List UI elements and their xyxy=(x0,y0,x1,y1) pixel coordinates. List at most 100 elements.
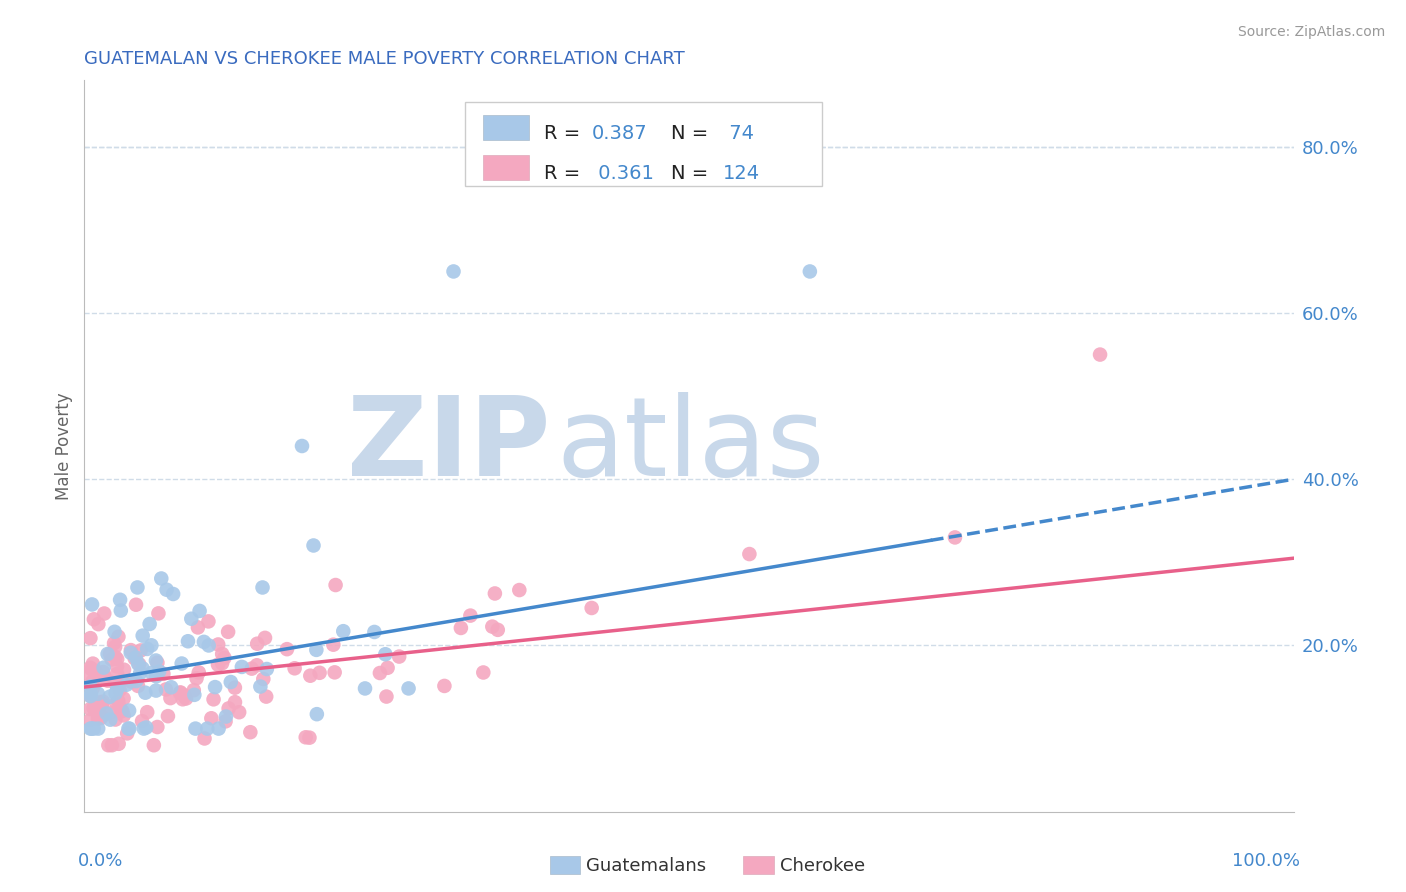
Point xyxy=(98,713,121,727)
Point xyxy=(433,679,456,693)
Point xyxy=(443,264,465,278)
Point xyxy=(112,691,135,706)
Point xyxy=(162,587,184,601)
Point xyxy=(90,711,112,725)
Text: Source: ZipAtlas.com: Source: ZipAtlas.com xyxy=(1237,25,1385,39)
Point xyxy=(145,669,167,683)
Point xyxy=(93,607,115,621)
Point xyxy=(93,670,115,684)
Point xyxy=(141,638,163,652)
Point xyxy=(83,676,105,690)
Point xyxy=(79,689,101,703)
Point xyxy=(98,647,121,661)
Point xyxy=(224,695,246,709)
Point xyxy=(115,726,138,740)
Point xyxy=(129,643,152,657)
Point xyxy=(256,662,278,676)
Point xyxy=(79,631,101,645)
FancyBboxPatch shape xyxy=(484,155,529,180)
Point xyxy=(132,722,155,736)
Point xyxy=(127,581,149,595)
Point xyxy=(388,649,411,664)
Point xyxy=(152,666,174,681)
Point xyxy=(173,689,195,703)
Point xyxy=(138,617,160,632)
Text: 0.387: 0.387 xyxy=(592,124,648,144)
Point xyxy=(305,643,328,657)
Point xyxy=(112,663,135,677)
Point xyxy=(118,722,141,736)
Point xyxy=(254,690,277,704)
Point xyxy=(211,647,233,661)
Point xyxy=(104,650,127,665)
Point xyxy=(246,658,269,673)
Point xyxy=(207,722,229,736)
Text: N =: N = xyxy=(671,164,714,184)
Point xyxy=(105,681,128,696)
Point xyxy=(195,722,218,736)
Point xyxy=(108,675,131,690)
Point xyxy=(172,692,194,706)
Point xyxy=(174,691,197,706)
Point xyxy=(136,641,159,656)
Point xyxy=(294,731,316,745)
Text: 0.0%: 0.0% xyxy=(79,852,124,870)
Point xyxy=(87,617,110,632)
Point xyxy=(97,673,120,688)
Point xyxy=(187,620,209,634)
Point xyxy=(291,439,314,453)
Point xyxy=(79,722,101,736)
Point xyxy=(125,674,148,689)
Point xyxy=(146,656,169,670)
Point xyxy=(111,704,134,718)
Point xyxy=(472,665,495,680)
Point xyxy=(150,572,173,586)
Point xyxy=(87,722,110,736)
Point xyxy=(214,651,236,665)
Point xyxy=(183,688,205,702)
Point xyxy=(197,615,219,629)
Point xyxy=(125,650,148,665)
Point xyxy=(186,671,208,685)
Point xyxy=(377,661,399,675)
Point xyxy=(231,660,253,674)
Point xyxy=(100,706,122,720)
Point xyxy=(160,680,183,694)
Point xyxy=(302,539,325,553)
Text: Cherokee: Cherokee xyxy=(780,857,865,875)
Point xyxy=(184,722,207,736)
Point xyxy=(218,701,240,715)
Point xyxy=(103,636,125,650)
Point xyxy=(86,702,108,716)
Point xyxy=(91,695,114,709)
Point xyxy=(131,714,153,728)
Point xyxy=(943,530,966,544)
Point xyxy=(79,713,101,727)
Point xyxy=(159,691,181,706)
Point xyxy=(105,696,128,710)
Point xyxy=(207,638,229,652)
Point xyxy=(127,657,149,671)
Point xyxy=(79,668,101,682)
Point xyxy=(89,695,111,709)
Point xyxy=(253,631,276,645)
Point xyxy=(97,647,120,661)
Point xyxy=(368,665,391,680)
Point xyxy=(141,665,163,680)
Point xyxy=(93,660,115,674)
Point xyxy=(155,682,177,697)
Point xyxy=(129,665,152,680)
Point xyxy=(177,634,200,648)
Text: 100.0%: 100.0% xyxy=(1232,852,1299,870)
Point xyxy=(200,711,222,725)
Point xyxy=(125,598,148,612)
Point xyxy=(284,661,307,675)
Point xyxy=(118,704,141,718)
Point xyxy=(1088,347,1111,362)
Point xyxy=(107,737,129,751)
Point xyxy=(108,700,131,714)
Point xyxy=(136,705,159,719)
Point xyxy=(249,680,271,694)
Point xyxy=(246,637,269,651)
Point xyxy=(98,690,121,704)
